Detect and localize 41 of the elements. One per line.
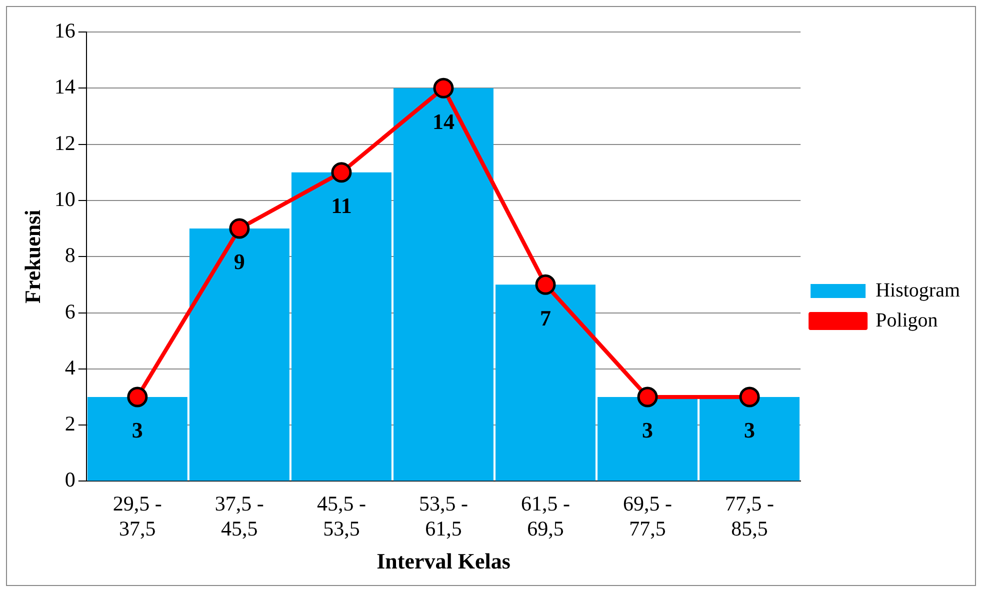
y-tick-label: 4 [64, 355, 76, 380]
y-tick-label: 14 [54, 74, 76, 99]
data-label: 11 [331, 193, 352, 218]
bar [496, 284, 596, 481]
point [127, 386, 148, 408]
y-tick-label: 2 [64, 412, 76, 436]
x-tick-label: 37,5 - 45,5 [214, 491, 264, 541]
point [433, 78, 454, 98]
x-tick-label: 77,5 - 85,5 [725, 491, 774, 541]
x-tick-label: 69,5 - 77,5 [623, 491, 672, 541]
x-tick-label: 45,5 - 53,5 [316, 491, 366, 541]
data-label: 3 [642, 418, 654, 443]
y-tick-label: 0 [64, 468, 76, 492]
x-axis-title: Interval Kelas [376, 548, 511, 574]
bar [598, 396, 698, 481]
bar [87, 396, 188, 481]
point [739, 386, 760, 408]
x-tick-label: 53,5 - 61,5 [418, 491, 468, 541]
bar [393, 88, 494, 481]
legend-label: Poligon [876, 309, 938, 332]
legend-label: Histogram [876, 279, 960, 302]
x-tick-label: 61,5 - 69,5 [521, 491, 570, 541]
y-tick-label: 10 [54, 186, 76, 211]
y-tick-label: 8 [64, 243, 76, 268]
data-label: 14 [432, 108, 454, 134]
point [229, 218, 250, 239]
y-tick-label: 6 [64, 299, 76, 324]
point [637, 386, 658, 408]
bar [700, 396, 800, 481]
point [535, 274, 556, 295]
x-tick-label: 29,5 - 37,5 [112, 491, 162, 541]
y-tick-label: 12 [54, 130, 76, 155]
point [331, 162, 352, 183]
y-axis-title: Frekuensi [20, 210, 45, 304]
bar [189, 228, 290, 481]
data-label: 3 [744, 418, 756, 443]
data-label: 9 [234, 249, 245, 274]
data-label: 7 [540, 305, 552, 330]
y-tick-label: 16 [54, 18, 76, 43]
bar [291, 172, 392, 481]
data-label: 3 [132, 418, 143, 443]
